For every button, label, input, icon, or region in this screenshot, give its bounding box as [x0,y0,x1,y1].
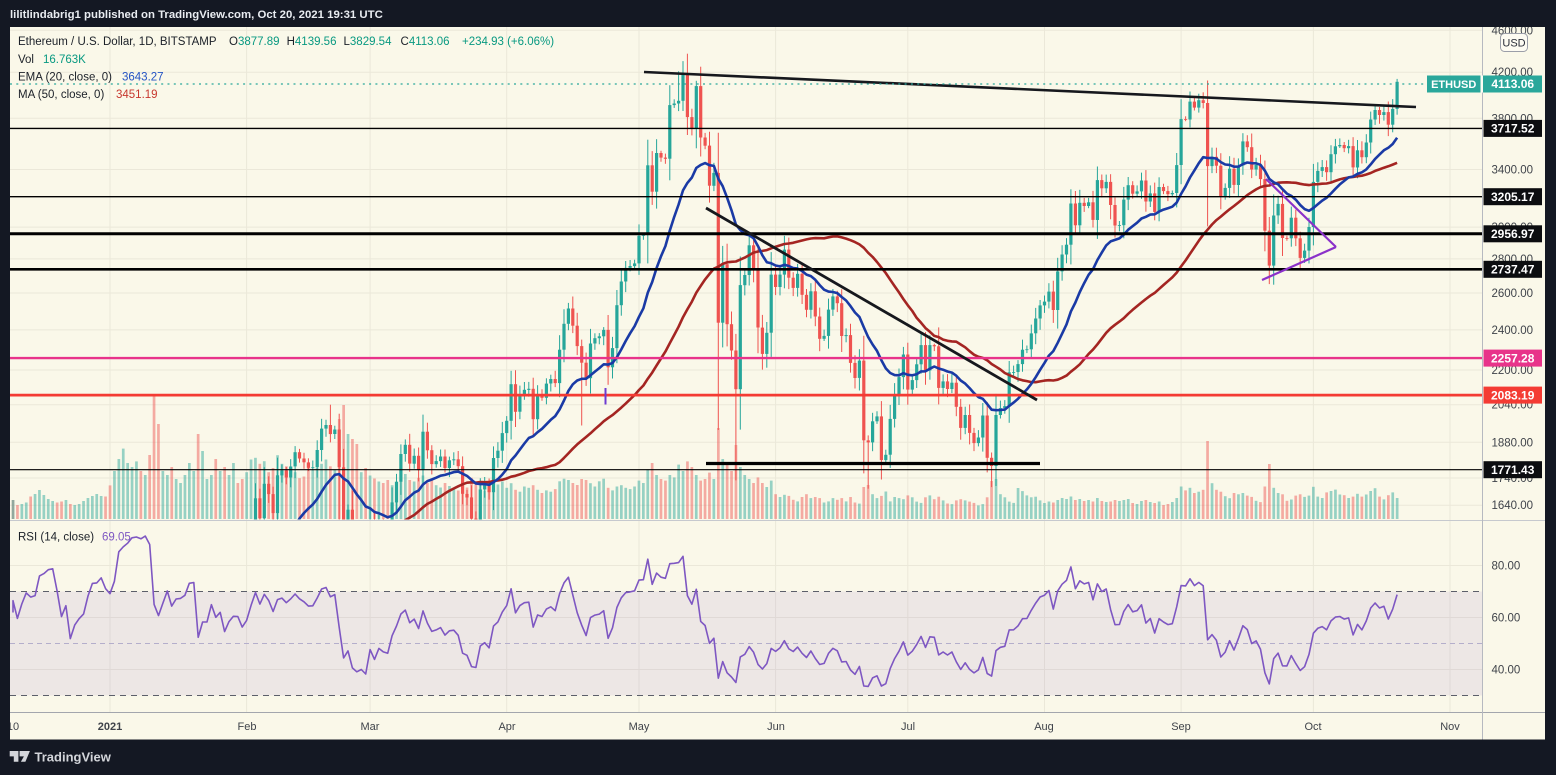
svg-text:3643.27: 3643.27 [122,71,164,83]
svg-text:3451.19: 3451.19 [116,89,158,101]
svg-text:USD: USD [1502,38,1525,50]
svg-text:Sep: Sep [1171,721,1191,733]
svg-text:2257.28: 2257.28 [1491,351,1535,365]
svg-text:3205.17: 3205.17 [1491,190,1535,204]
svg-text:EMA (20, close, 0): EMA (20, close, 0) [18,71,112,83]
svg-text:RSI (14, close): RSI (14, close) [18,532,94,544]
svg-text:Ethereum / U.S. Dollar, 1D, BI: Ethereum / U.S. Dollar, 1D, BITSTAMP [18,36,217,48]
svg-text:2956.97: 2956.97 [1491,227,1535,241]
svg-text:Aug: Aug [1034,721,1054,733]
svg-text:Mar: Mar [361,721,380,733]
svg-text:Jun: Jun [767,721,785,733]
svg-text:2600.00: 2600.00 [1492,288,1534,300]
svg-text:80.00: 80.00 [1492,561,1521,573]
svg-text:Nov: Nov [1440,721,1460,733]
svg-text:2200.00: 2200.00 [1492,365,1534,377]
svg-text:2400.00: 2400.00 [1492,325,1534,337]
svg-text:60.00: 60.00 [1492,613,1521,625]
svg-text:2083.19: 2083.19 [1491,388,1535,402]
svg-text:May: May [629,721,650,733]
svg-text:Apr: Apr [498,721,515,733]
svg-text:3400.00: 3400.00 [1492,165,1534,177]
svg-text:69.05: 69.05 [102,532,131,544]
svg-text:Jul: Jul [901,721,915,733]
svg-text:1880.00: 1880.00 [1492,437,1534,449]
svg-text:16.763K: 16.763K [43,54,86,66]
svg-text:ETHUSD: ETHUSD [1431,79,1476,91]
svg-text:Oct: Oct [1304,721,1321,733]
svg-text:1771.43: 1771.43 [1491,463,1535,477]
svg-text:Feb: Feb [238,721,257,733]
svg-text:2021: 2021 [98,721,122,733]
svg-text:4113.06: 4113.06 [1491,77,1534,91]
svg-text:2737.47: 2737.47 [1491,263,1535,277]
svg-text:TradingView: TradingView [35,749,112,764]
svg-text:lilitlindabrig1 published on T: lilitlindabrig1 published on TradingView… [10,9,383,21]
svg-text:40.00: 40.00 [1492,665,1521,677]
svg-text:1640.00: 1640.00 [1492,500,1534,512]
svg-text:Vol: Vol [18,54,34,66]
svg-text:MA (50, close, 0): MA (50, close, 0) [18,89,104,101]
svg-text:3717.52: 3717.52 [1491,122,1535,136]
